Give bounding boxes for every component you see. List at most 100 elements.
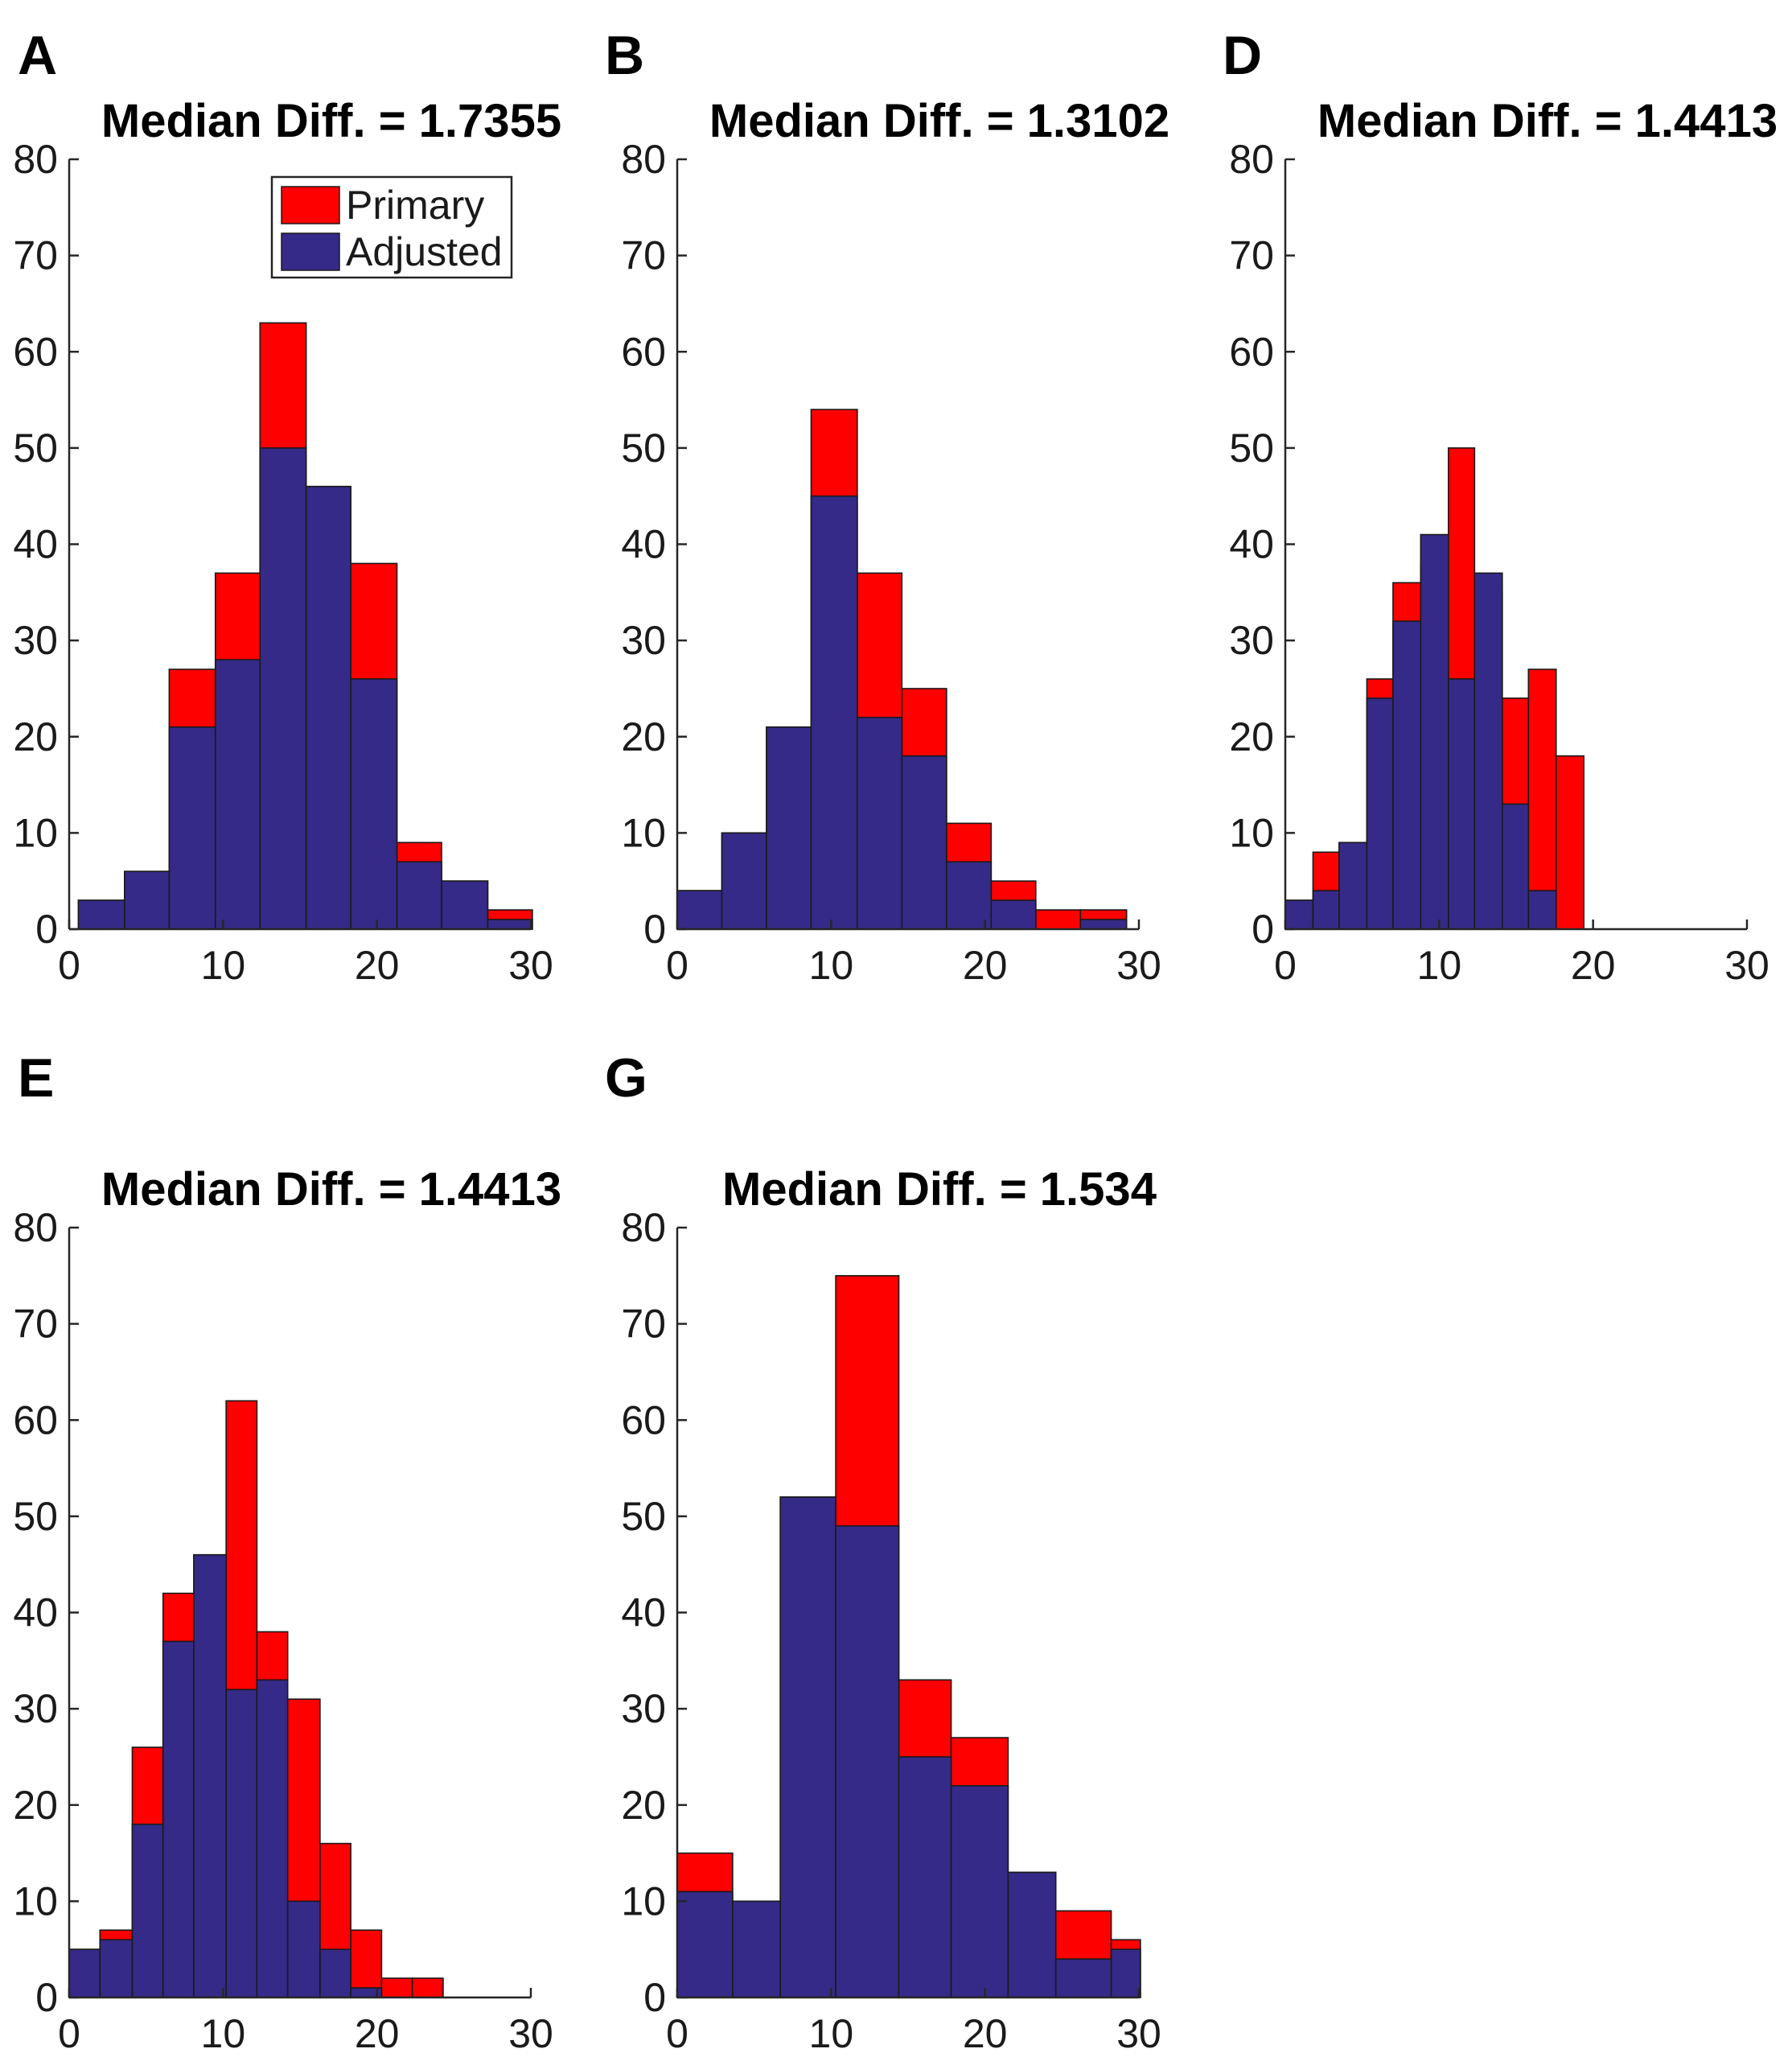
x-tick-label: 20 bbox=[963, 943, 1008, 988]
panel-A: A Median Diff. = 1.7355 0 10 20 30 40 50 60 70 80 0… bbox=[13, 25, 561, 988]
x-tick-label: 30 bbox=[508, 943, 553, 988]
y-tick-label: 70 bbox=[13, 233, 58, 278]
y-tick-label: 50 bbox=[13, 426, 58, 471]
bar-adjusted bbox=[1392, 620, 1422, 930]
x-tick-label: 10 bbox=[201, 2011, 246, 2056]
x-tick-label: 10 bbox=[201, 943, 246, 988]
x-tick-label: 10 bbox=[809, 943, 854, 988]
y-tick-label: 40 bbox=[13, 522, 58, 567]
y-tick-label: 0 bbox=[1252, 907, 1274, 952]
bar-adjusted bbox=[1079, 919, 1128, 930]
y-tick-label: 70 bbox=[1229, 233, 1274, 278]
y-tick-label: 10 bbox=[13, 1878, 58, 1923]
bar-adjusted bbox=[131, 1823, 164, 1998]
panel-E: E Median Diff. = 1.4413 0 10 20 30 40 50 60 70 80 0… bbox=[13, 1047, 561, 2056]
y-tick-label: 70 bbox=[621, 233, 666, 278]
y-tick-label: 80 bbox=[13, 1205, 58, 1250]
y-tick-label: 10 bbox=[621, 1878, 666, 1923]
y-tick-label: 70 bbox=[621, 1302, 666, 1347]
bar-primary bbox=[1035, 909, 1082, 930]
legend-label-adjusted: Adjusted bbox=[346, 229, 503, 274]
x-tick-label: 0 bbox=[666, 2011, 688, 2056]
bar-adjusted bbox=[676, 890, 723, 930]
series-adjusted bbox=[68, 1553, 383, 1998]
bar-adjusted bbox=[99, 1939, 134, 1998]
chart-title: Median Diff. = 1.534 bbox=[722, 1163, 1157, 1216]
y-tick-label: 60 bbox=[1229, 329, 1274, 374]
bar-adjusted bbox=[1312, 890, 1340, 930]
bar-adjusted bbox=[124, 870, 171, 930]
bar-adjusted bbox=[732, 1900, 781, 1998]
y-tick-label: 40 bbox=[1229, 522, 1274, 567]
y-tick-label: 20 bbox=[621, 1783, 666, 1828]
y-tick-label: 60 bbox=[13, 1397, 58, 1442]
bar-adjusted bbox=[259, 447, 307, 930]
chart-title: Median Diff. = 1.4413 bbox=[101, 1163, 561, 1216]
bar-adjusted bbox=[721, 832, 767, 930]
panel-D: D Median Diff. = 1.4413 0 10 20 30 40 50 60 70 80 0… bbox=[1223, 25, 1778, 988]
bar-adjusted bbox=[810, 495, 858, 930]
bar-adjusted bbox=[901, 755, 947, 930]
series-adjusted bbox=[1284, 533, 1557, 930]
bar-adjusted bbox=[1527, 890, 1557, 930]
x-tick-label: 20 bbox=[355, 2011, 400, 2056]
bar-adjusted bbox=[1110, 1948, 1141, 1998]
bar-adjusted bbox=[319, 1948, 351, 1998]
bar-adjusted bbox=[441, 880, 489, 930]
y-tick-label: 40 bbox=[621, 1590, 666, 1635]
y-tick-label: 80 bbox=[621, 137, 666, 182]
y-tick-label: 30 bbox=[13, 1686, 58, 1731]
bar-adjusted bbox=[162, 1640, 195, 1998]
y-tick-label: 0 bbox=[643, 1975, 666, 2020]
bar-adjusted bbox=[946, 861, 993, 930]
bar-adjusted bbox=[990, 899, 1037, 930]
bar-adjusted bbox=[857, 717, 903, 930]
x-tick-label: 10 bbox=[1417, 943, 1462, 988]
bar-adjusted bbox=[68, 1948, 101, 1998]
x-tick-label: 20 bbox=[355, 943, 400, 988]
bar-adjusted bbox=[1366, 697, 1394, 930]
y-tick-label: 20 bbox=[13, 714, 58, 759]
y-tick-label: 80 bbox=[13, 137, 58, 182]
y-tick-label: 10 bbox=[13, 810, 58, 855]
x-tick-label: 0 bbox=[1274, 943, 1297, 988]
bar-adjusted bbox=[1054, 1958, 1112, 1998]
panel-letter: A bbox=[18, 25, 57, 86]
series-adjusted bbox=[77, 447, 533, 930]
y-tick-label: 60 bbox=[621, 1397, 666, 1442]
bar-adjusted bbox=[1420, 533, 1449, 930]
y-tick-label: 10 bbox=[1229, 810, 1274, 855]
y-tick-label: 0 bbox=[643, 907, 666, 952]
panel-B: B Median Diff. = 1.3102 0 10 20 30 40 50 60 70 80 0… bbox=[605, 25, 1169, 988]
series-adjusted bbox=[676, 1496, 1141, 1998]
x-tick-label: 30 bbox=[1116, 943, 1161, 988]
panel-letter: G bbox=[605, 1047, 647, 1109]
bar-adjusted bbox=[1473, 572, 1503, 930]
y-tick-label: 50 bbox=[621, 1494, 666, 1539]
bar-adjusted bbox=[193, 1553, 227, 1998]
x-tick-label: 30 bbox=[508, 2011, 553, 2056]
x-tick-label: 30 bbox=[1724, 943, 1769, 988]
chart-title: Median Diff. = 1.7355 bbox=[101, 95, 561, 147]
bar-adjusted bbox=[214, 659, 261, 930]
bar-adjusted bbox=[835, 1525, 900, 1998]
bar-primary bbox=[350, 1929, 383, 1998]
y-tick-label: 80 bbox=[621, 1205, 666, 1250]
legend-label-primary: Primary bbox=[346, 183, 484, 228]
bar-adjusted bbox=[1007, 1871, 1057, 1998]
y-tick-label: 20 bbox=[1229, 714, 1274, 759]
y-tick-label: 50 bbox=[13, 1494, 58, 1539]
bar-adjusted bbox=[225, 1689, 258, 1998]
y-tick-label: 20 bbox=[13, 1783, 58, 1828]
x-tick-label: 20 bbox=[963, 2011, 1008, 2056]
chart-title: Median Diff. = 1.3102 bbox=[709, 95, 1169, 147]
bar-adjusted bbox=[168, 726, 216, 930]
y-tick-label: 30 bbox=[13, 618, 58, 663]
bar-adjusted bbox=[676, 1890, 734, 1998]
y-tick-label: 80 bbox=[1229, 137, 1274, 182]
x-tick-label: 0 bbox=[58, 943, 80, 988]
bar-adjusted bbox=[898, 1756, 952, 1998]
y-tick-label: 60 bbox=[13, 329, 58, 374]
x-tick-label: 10 bbox=[809, 2011, 854, 2056]
